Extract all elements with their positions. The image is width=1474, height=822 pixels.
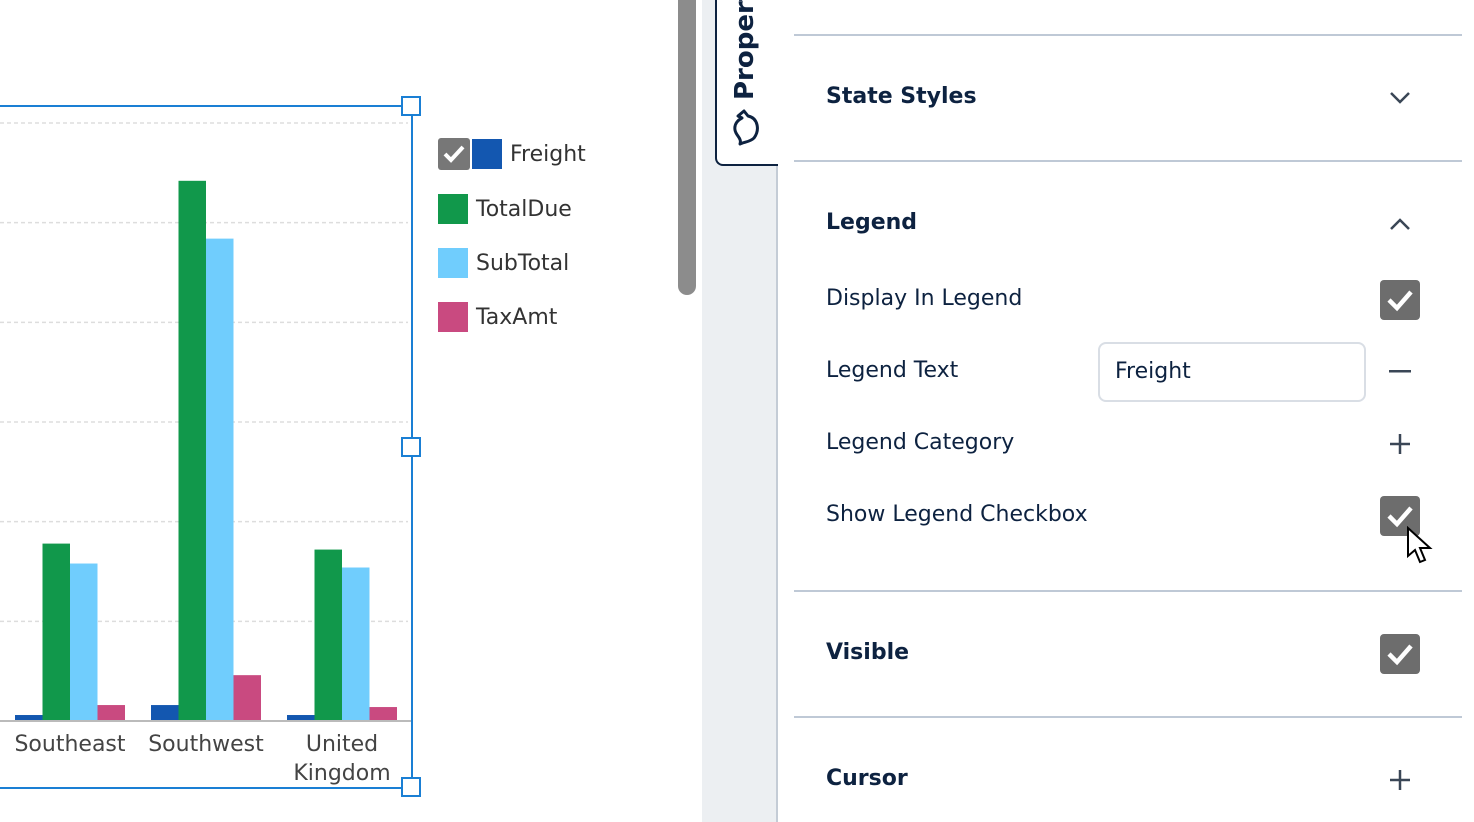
minus-icon[interactable]	[1386, 358, 1414, 386]
bar-taxamt	[97, 705, 125, 721]
legend-swatch	[438, 302, 468, 332]
bar-totaldue	[178, 180, 206, 722]
selection-frame	[0, 105, 413, 789]
legend-checkbox[interactable]	[438, 138, 470, 170]
bar-subtotal	[206, 238, 234, 721]
section-state-styles[interactable]: State Styles	[826, 84, 977, 109]
plus-icon[interactable]	[1386, 430, 1414, 458]
section-visible: Visible	[826, 640, 910, 665]
show-legend-checkbox[interactable]	[1380, 496, 1420, 536]
scrollbar-thumb[interactable]	[678, 0, 696, 295]
legend-label: TotalDue	[476, 196, 572, 222]
resize-handle-top-right[interactable]	[401, 96, 421, 116]
legend-item-subtotal[interactable]: SubTotal	[438, 248, 569, 278]
resize-handle-bottom-right[interactable]	[401, 777, 421, 797]
legend-category-label: Legend Category	[826, 430, 1015, 455]
legend-label: TaxAmt	[476, 304, 558, 330]
bar-taxamt	[233, 675, 261, 721]
plus-icon[interactable]	[1386, 766, 1414, 794]
bar-taxamt	[369, 707, 397, 721]
bar-freight	[287, 715, 315, 721]
legend-text-label: Legend Text	[826, 358, 959, 383]
bar-chart[interactable]: Southeast Southwest United Kingdom	[0, 0, 421, 822]
paint-brush-icon	[733, 109, 759, 146]
legend-item-taxamt[interactable]: TaxAmt	[438, 302, 557, 332]
chevron-down-icon[interactable]	[1386, 84, 1414, 112]
display-in-legend-label: Display In Legend	[826, 286, 1023, 311]
legend-item-freight[interactable]: Freight	[438, 138, 586, 170]
legend-text-input[interactable]: Freight	[1098, 342, 1366, 402]
show-legend-checkbox-label: Show Legend Checkbox	[826, 502, 1088, 527]
visible-checkbox[interactable]	[1380, 634, 1420, 674]
bar-subtotal	[342, 567, 370, 721]
chart-plot	[0, 122, 412, 722]
bar-subtotal	[70, 563, 98, 721]
bar-totaldue	[42, 543, 70, 721]
legend-swatch	[472, 139, 502, 169]
resize-handle-right[interactable]	[401, 437, 421, 457]
x-tick-label: Southeast	[14, 732, 126, 757]
legend-label: Freight	[510, 141, 586, 167]
tab-properties-label: Properties	[730, 0, 760, 100]
legend-swatch	[438, 248, 468, 278]
x-tick-label: United Kingdom	[293, 732, 391, 786]
x-tick-label: Southwest	[148, 732, 264, 757]
bar-freight	[151, 705, 179, 721]
legend-label: SubTotal	[476, 250, 570, 276]
chevron-up-icon[interactable]	[1386, 210, 1414, 238]
display-in-legend-checkbox[interactable]	[1380, 280, 1420, 320]
bar-freight	[15, 715, 43, 721]
legend-item-totaldue[interactable]: TotalDue	[438, 194, 572, 224]
mouse-cursor-icon	[1407, 526, 1433, 564]
section-legend[interactable]: Legend	[826, 210, 918, 235]
legend-swatch	[438, 194, 468, 224]
tab-properties[interactable]	[715, 0, 778, 166]
bar-totaldue	[314, 549, 342, 721]
section-cursor[interactable]: Cursor	[826, 766, 908, 791]
